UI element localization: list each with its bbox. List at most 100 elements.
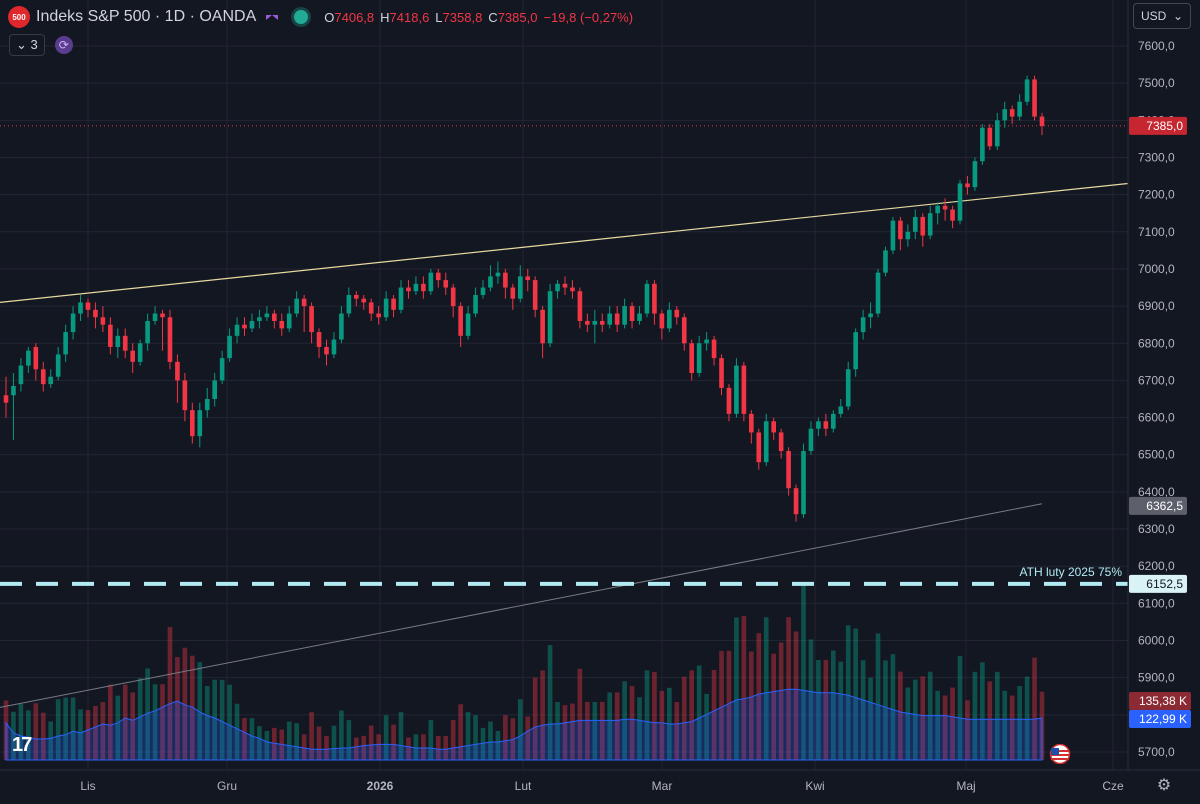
candle-body <box>1039 116 1045 126</box>
volume-bar <box>115 695 121 760</box>
candle-body <box>510 287 516 299</box>
symbol-header: 500 Indeks S&P 500 · 1D · OANDA O7406,8 … <box>8 5 633 29</box>
ath-value-label: 6152,5 <box>1146 577 1183 591</box>
candle-body <box>219 358 225 381</box>
volume-bar <box>435 735 441 760</box>
symbol-title[interactable]: Indeks S&P 500 · 1D · OANDA <box>36 8 257 25</box>
volume-bar <box>890 654 896 760</box>
currency-select[interactable]: USD ⌄ <box>1133 3 1191 29</box>
volume-bar <box>26 710 31 760</box>
y-tick-label: 6900,0 <box>1138 299 1175 313</box>
volume-bar <box>383 715 389 760</box>
candle-body <box>577 291 583 321</box>
candle-body <box>78 302 83 314</box>
candle-body <box>26 350 31 366</box>
volume-bar <box>801 585 806 760</box>
candle-body <box>495 272 501 277</box>
volume-bar <box>428 720 434 760</box>
candle-body <box>339 313 344 340</box>
candle-body <box>3 395 9 403</box>
tradingview-logo-icon[interactable]: 17 <box>12 734 32 756</box>
volume-bar <box>1017 686 1022 760</box>
volume-bar <box>726 650 732 760</box>
volume-bar <box>532 677 538 760</box>
candle-body <box>801 451 806 515</box>
volume-bar <box>875 633 881 760</box>
volume-bar <box>465 712 471 760</box>
sync-icon[interactable]: ⟳ <box>54 36 73 54</box>
candle-body <box>935 205 940 214</box>
candle-body <box>808 428 814 452</box>
volume-bar <box>942 695 948 760</box>
volume-bar <box>234 703 240 760</box>
volume-bar <box>771 653 776 760</box>
candle-body <box>905 231 911 240</box>
volume-bar <box>517 699 523 760</box>
x-tick-label: Lis <box>80 779 95 793</box>
ma-value-label: 6362,5 <box>1146 499 1183 513</box>
volume-bar <box>778 642 784 760</box>
volume-bar <box>763 617 769 760</box>
volume-bar <box>830 650 836 760</box>
candle-body <box>659 313 665 329</box>
volume-bar <box>681 676 687 760</box>
price-axis[interactable]: 7600,07500,07400,07300,07200,07100,07000… <box>1127 0 1200 804</box>
candle-body <box>965 183 970 188</box>
ath-annotation: ATH luty 2025 75% <box>1020 565 1123 579</box>
volume-bar <box>249 718 255 760</box>
change-value: −19,8 (−0,27%) <box>543 9 634 25</box>
candle-body <box>726 387 732 414</box>
y-tick-label: 6300,0 <box>1138 522 1175 536</box>
volume-bar <box>1002 690 1008 760</box>
candle-body <box>823 421 829 429</box>
volume-bar <box>398 712 404 760</box>
candle-body <box>301 298 307 307</box>
indicators-toggle-button[interactable]: ⌄ 3 <box>9 34 45 56</box>
x-tick-label: Cze <box>1102 779 1124 793</box>
candle-body <box>830 413 836 429</box>
candle-body <box>532 280 538 310</box>
volume-bar <box>145 668 150 760</box>
candle-body <box>517 276 523 299</box>
candle-body <box>145 320 150 344</box>
candle-body <box>868 313 873 318</box>
volume-bar <box>994 671 1000 760</box>
candle-body <box>927 213 933 236</box>
y-tick-label: 7100,0 <box>1138 225 1175 239</box>
high-label: H <box>380 9 390 25</box>
candle-body <box>465 313 471 336</box>
candle-body <box>562 283 568 288</box>
y-tick-label: 6800,0 <box>1138 336 1175 350</box>
x-tick-label: Lut <box>515 779 532 793</box>
market-status-icon[interactable] <box>294 10 309 24</box>
candle-body <box>175 361 180 381</box>
candle-body <box>681 317 687 344</box>
candle-body <box>33 346 39 370</box>
volume-bar <box>309 712 314 760</box>
y-tick-label: 6200,0 <box>1138 559 1175 573</box>
settings-gear-icon[interactable]: ⚙ <box>1156 777 1172 794</box>
us-flag-icon[interactable] <box>1046 744 1074 764</box>
y-tick-label: 7200,0 <box>1138 188 1175 202</box>
candle-body <box>435 272 441 281</box>
candle-body <box>286 313 292 329</box>
candle-body <box>160 313 165 318</box>
volume-bar <box>48 721 54 760</box>
flag-icon[interactable] <box>266 14 279 20</box>
volume-bar <box>599 701 605 760</box>
candle-body <box>361 298 367 303</box>
volume-bar <box>987 681 993 760</box>
candle-body <box>316 332 322 347</box>
volume-bar <box>63 697 68 760</box>
candle-body <box>197 410 203 437</box>
volume-bar <box>711 670 717 760</box>
volume-bar <box>592 701 598 760</box>
volume-bar <box>965 700 970 760</box>
close-label: C <box>488 9 498 25</box>
volume-bar <box>696 665 702 760</box>
time-axis[interactable]: Lis Gru 2026 Lut Mar Kwi Maj Cze <box>0 769 1200 793</box>
candle-body <box>570 287 575 292</box>
volume-bar <box>227 684 232 760</box>
candle-body <box>294 298 299 314</box>
